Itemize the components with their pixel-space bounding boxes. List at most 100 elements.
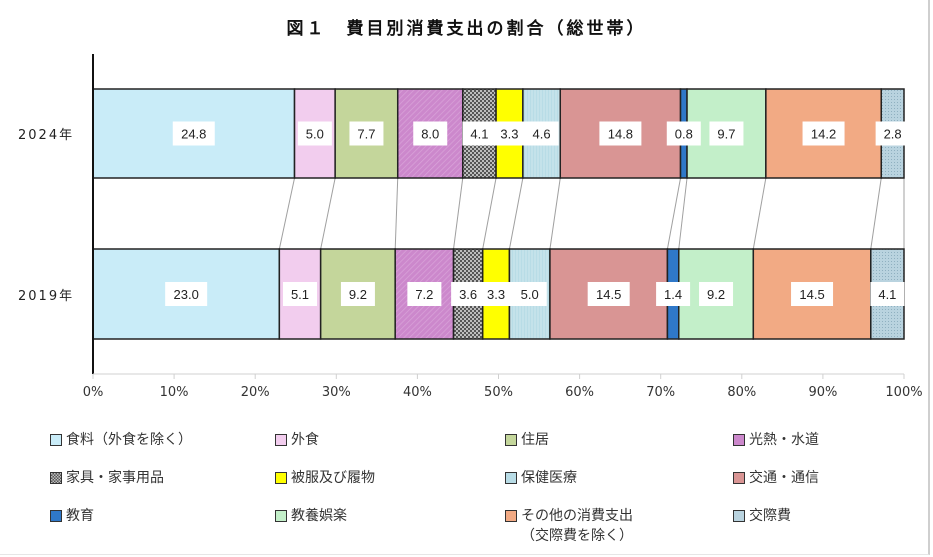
data-label-background [699, 282, 734, 306]
data-label: 9.2 [349, 287, 367, 302]
legend-swatch-icon [275, 472, 287, 484]
legend-label: 食料（外食を除く） [66, 432, 192, 448]
data-label-background [479, 282, 514, 306]
data-label-background [172, 121, 215, 146]
data-label-background [492, 121, 527, 146]
legend-label: 被服及び履物 [291, 470, 375, 486]
data-label: 4.1 [878, 287, 896, 302]
legend-label: 外食 [291, 432, 319, 448]
legend-item: 教育 [50, 506, 94, 526]
series-line [549, 177, 561, 250]
x-tick-label: 50% [484, 385, 513, 400]
data-label: 8.0 [421, 127, 439, 142]
data-label-background [656, 282, 691, 306]
legend-label: 交通・通信 [749, 470, 819, 486]
data-label: 4.1 [470, 127, 488, 142]
data-label-background [870, 282, 905, 306]
series-connector-lines [278, 177, 905, 250]
legend-label: 保健医療 [521, 470, 577, 486]
x-tick-label: 20% [240, 385, 270, 400]
y-label-2024: 2024年 [18, 128, 75, 143]
legend-item: 光熱・水道 [733, 430, 819, 450]
legend-label: 光熱・水道 [749, 432, 819, 448]
legend-label: 家具・家事用品 [66, 470, 164, 486]
legend-item: 食料（外食を除く） [50, 430, 192, 450]
legend-item: 外食 [275, 430, 319, 450]
x-tick-label: 10% [159, 385, 189, 400]
legend-item: 交際費 [733, 506, 791, 526]
data-label: 0.8 [675, 127, 693, 142]
x-tick-label: 80% [727, 385, 757, 400]
legend-swatch-icon [275, 510, 287, 522]
data-label-background [340, 282, 375, 306]
data-label: 2.8 [884, 127, 902, 142]
series-line [278, 177, 296, 250]
data-label: 3.6 [459, 287, 477, 302]
series-line [508, 177, 524, 250]
series-line [453, 177, 464, 250]
series-line [482, 177, 497, 250]
data-label: 7.2 [415, 287, 433, 302]
data-label: 23.0 [174, 287, 199, 302]
x-tick-label: 30% [321, 385, 351, 400]
data-label-background [875, 121, 910, 146]
legend-swatch-icon [50, 434, 62, 446]
data-label: 7.7 [357, 127, 375, 142]
x-axis-ticks [92, 374, 905, 379]
data-label-background [709, 121, 744, 146]
data-label-background [512, 282, 547, 306]
data-label-background [791, 282, 834, 306]
legend-item: 交通・通信 [733, 468, 819, 488]
legend-swatch-icon [505, 434, 517, 446]
legend-label: 教育 [66, 508, 94, 524]
legend-item: 家具・家事用品 [50, 468, 164, 488]
data-label-background [587, 282, 630, 306]
x-tick-label: 40% [402, 385, 432, 400]
legend-swatch-icon [50, 472, 62, 484]
data-label: 24.8 [181, 127, 206, 142]
data-label: 14.5 [596, 287, 621, 302]
x-tick-label: 0% [82, 385, 104, 400]
legend-label: 住居 [521, 432, 549, 448]
chart-title: 図１ 費目別消費支出の割合（総世帯） [286, 19, 647, 39]
data-label-background [462, 121, 497, 146]
legend-swatch-icon [505, 472, 517, 484]
data-label: 5.0 [521, 287, 539, 302]
data-label-background [666, 121, 701, 146]
x-tick-label: 100% [885, 385, 923, 400]
data-label: 14.8 [608, 127, 633, 142]
legend-item: 教養娯楽 [275, 506, 347, 526]
data-label-background [349, 121, 384, 146]
data-labels-group: 24.8 5.0 7.7 8.0 4.1 3.3 4.6 14.8 0.8 9.7 14.2 2.8 2… [165, 121, 910, 306]
data-label-background [297, 121, 332, 146]
series-line [678, 177, 688, 250]
data-label: 4.6 [533, 127, 551, 142]
series-line [320, 177, 336, 250]
data-label-background [802, 121, 845, 146]
data-label-background [407, 282, 442, 306]
legend-label: 交際費 [749, 508, 791, 524]
series-line [752, 177, 767, 250]
data-label: 14.2 [811, 127, 836, 142]
legend-label: 教養娯楽 [291, 508, 347, 524]
data-label: 3.3 [487, 287, 505, 302]
series-line [870, 177, 882, 250]
legend-swatch-icon [505, 510, 517, 522]
data-label-background [524, 121, 559, 146]
legend-swatch-icon [50, 510, 62, 522]
legend-item: その他の消費支出 （交際費を除く） [505, 506, 633, 546]
data-label: 5.1 [291, 287, 309, 302]
legend-swatch-icon [733, 472, 745, 484]
legend-swatch-icon [733, 510, 745, 522]
data-label-background [283, 282, 318, 306]
data-label: 1.4 [664, 287, 682, 302]
data-label-background [599, 121, 642, 146]
legend-swatch-icon [275, 434, 287, 446]
data-label-background [413, 121, 448, 146]
y-label-2019: 2019年 [18, 289, 75, 304]
legend-label: その他の消費支出 （交際費を除く） [521, 508, 633, 544]
legend-item: 住居 [505, 430, 549, 450]
